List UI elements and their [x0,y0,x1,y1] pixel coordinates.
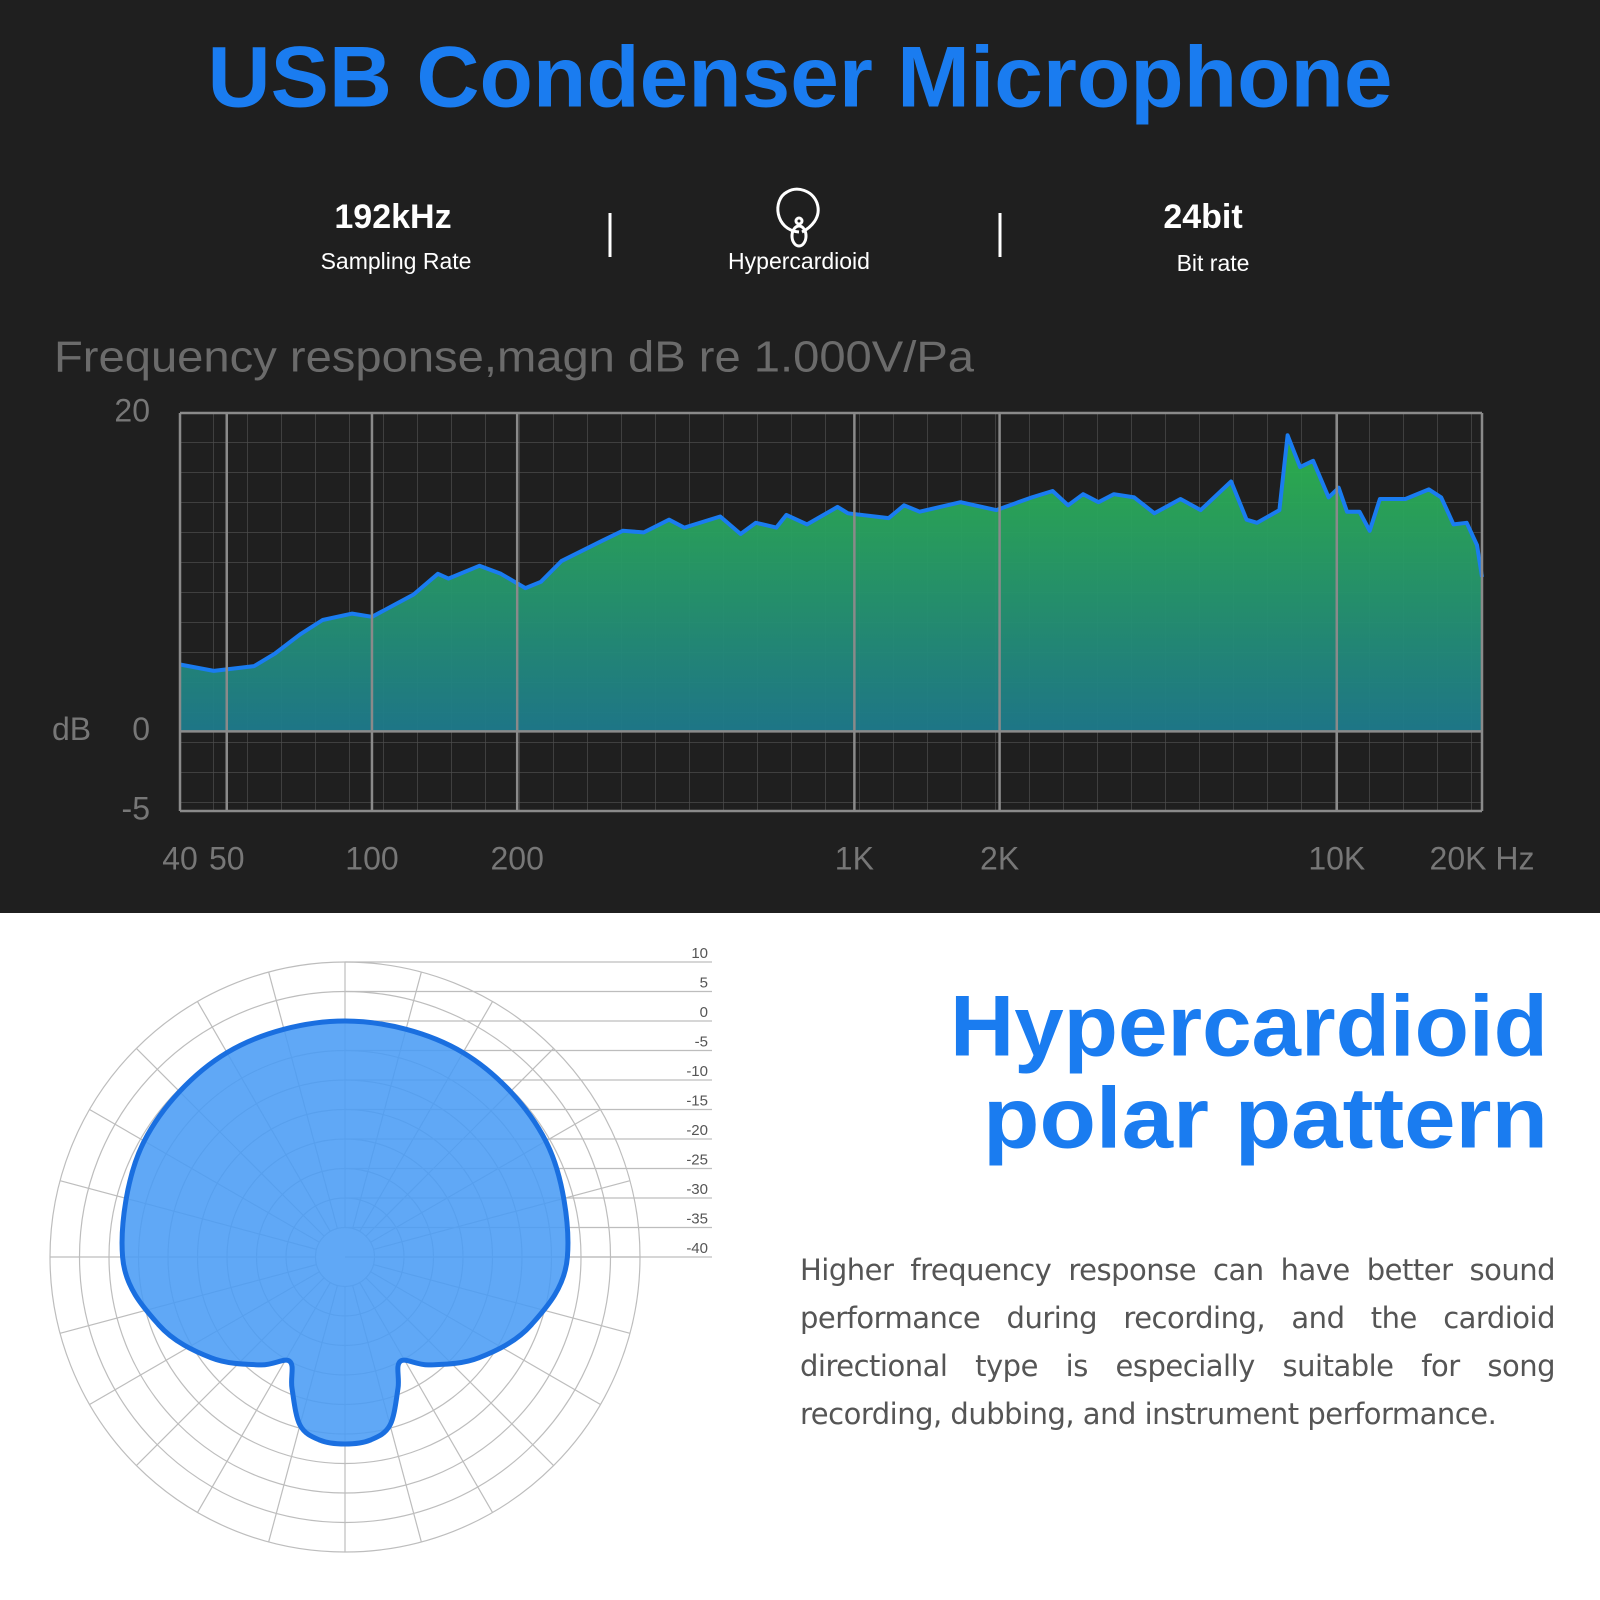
r-tick-label: -25 [686,1151,708,1168]
x-tick-label: 20K Hz [1430,840,1535,876]
x-tick-label: 40 [162,840,198,876]
r-tick-label: -20 [686,1122,708,1139]
polar-title: polar pattern [983,1071,1548,1167]
spec-value: 192kHz [334,198,451,236]
r-tick-label: -10 [686,1063,708,1080]
y-axis-label: dB [52,711,91,747]
x-tick-label: 100 [345,840,398,876]
r-tick-label: 5 [700,974,708,991]
r-tick-label: 10 [691,945,708,962]
x-tick-label: 200 [490,840,543,876]
y-tick-label: 20 [114,392,150,428]
spec-value: 24bit [1163,198,1242,236]
r-tick-label: -15 [686,1092,708,1109]
x-tick-label: 10K [1308,840,1365,876]
polar-pattern [119,1018,571,1447]
r-tick-label: -5 [695,1033,708,1050]
x-tick-label: 1K [835,840,874,876]
spec-label: Sampling Rate [321,248,472,274]
page-title: USB Condenser Microphone [208,30,1393,126]
r-tick-label: 0 [700,1004,708,1021]
x-tick-label: 2K [980,840,1019,876]
r-tick-label: -30 [686,1181,708,1198]
x-tick-label: 50 [209,840,245,876]
polar-title: Hypercardioid [950,979,1548,1075]
spec-label: Hypercardioid [728,248,870,274]
y-tick-label: -5 [122,790,150,826]
chart-title: Frequency response,magn dB re 1.000V/Pa [54,333,975,382]
area [180,435,1482,732]
y-tick-label: 0 [132,711,150,747]
hypercardioid-icon [776,187,820,248]
line [179,433,1484,673]
spec-label: Bit rate [1177,250,1250,276]
r-tick-label: -35 [686,1210,708,1227]
description: Higher frequency response can have bette… [800,1253,1556,1431]
r-tick-label: -40 [686,1240,708,1257]
